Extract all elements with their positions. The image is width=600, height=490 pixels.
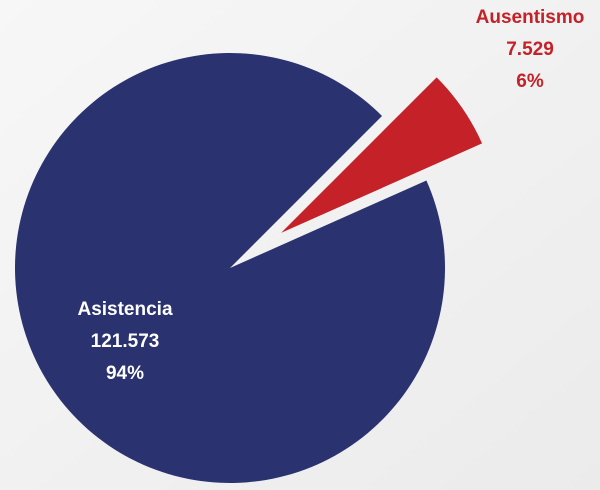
pie-slice [15, 52, 446, 484]
value-label: 121.573 [91, 331, 160, 352]
percent-label: 6% [516, 71, 544, 92]
slice-label: Ausentismo [476, 7, 585, 28]
value-label: 7.529 [506, 39, 554, 60]
percent-label: 94% [106, 363, 144, 384]
slice-label: Asistencia [77, 299, 172, 320]
pie-slice [281, 77, 483, 233]
